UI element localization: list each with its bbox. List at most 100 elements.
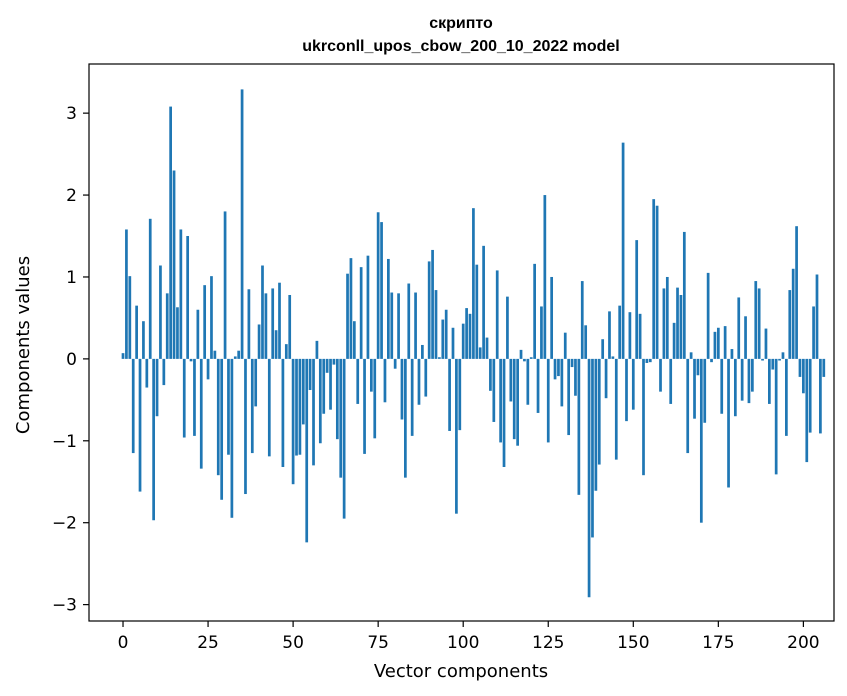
x-tick-label: 25: [197, 633, 219, 653]
bar: [121, 353, 125, 359]
bar: [679, 294, 683, 359]
bar: [710, 358, 713, 363]
bar: [611, 356, 615, 359]
bar: [356, 358, 360, 404]
bar: [628, 312, 632, 359]
bar: [815, 274, 819, 359]
bar: [761, 358, 764, 361]
bar: [193, 358, 196, 436]
bar: [781, 352, 785, 359]
bar: [512, 358, 516, 440]
bar: [509, 358, 513, 402]
bar: [250, 358, 254, 454]
bar: [461, 323, 465, 359]
bar: [574, 358, 577, 396]
bar: [567, 358, 571, 436]
bar: [169, 106, 172, 359]
bar: [380, 222, 383, 359]
bar: [421, 344, 424, 359]
x-tick-label: 125: [532, 633, 564, 653]
bar: [274, 330, 278, 359]
bar: [142, 321, 145, 359]
bar: [733, 358, 737, 417]
bar: [557, 358, 560, 377]
bar: [342, 358, 346, 519]
bar: [227, 358, 230, 455]
bar: [696, 358, 700, 376]
y-axis-label: Components values: [13, 256, 34, 434]
bar: [346, 273, 349, 359]
bar: [560, 358, 564, 407]
bar: [740, 358, 744, 401]
bar: [305, 358, 309, 543]
bar: [414, 292, 417, 359]
bar: [383, 358, 387, 403]
bar: [138, 358, 142, 492]
bar: [805, 358, 809, 463]
bar: [485, 337, 489, 359]
x-tick-label: 50: [282, 633, 304, 653]
bar: [604, 358, 608, 399]
bar: [352, 321, 356, 359]
bar: [546, 358, 550, 443]
bar: [802, 358, 805, 394]
bar: [359, 267, 363, 359]
bar: [472, 208, 475, 359]
chart-title-line-1: скрипто: [429, 15, 493, 32]
bar: [757, 288, 761, 359]
bar: [785, 358, 788, 436]
bar: [795, 226, 798, 359]
bar: [369, 358, 373, 392]
bar: [148, 218, 152, 359]
bar: [254, 358, 258, 407]
bar: [621, 142, 625, 359]
bar: [404, 358, 407, 478]
bar: [682, 231, 686, 359]
bar: [625, 358, 628, 422]
y-tick-label: −2: [52, 514, 77, 534]
bar: [417, 358, 421, 405]
bar: [492, 358, 496, 422]
bar: [482, 245, 485, 359]
bar: [699, 358, 703, 523]
x-tick-label: 150: [617, 633, 649, 653]
bar: [523, 358, 526, 362]
bar: [441, 319, 445, 359]
bar: [536, 358, 540, 413]
bar: [128, 276, 132, 359]
bar: [458, 358, 462, 431]
bar: [397, 293, 400, 359]
bar: [591, 358, 594, 538]
bar: [648, 358, 652, 363]
bar: [325, 358, 329, 373]
bar: [475, 264, 479, 359]
bar: [676, 287, 679, 359]
bar: [812, 306, 815, 359]
bar: [244, 358, 247, 495]
bar: [665, 276, 669, 359]
bar: [693, 358, 696, 419]
bar: [618, 305, 622, 359]
bar: [335, 358, 339, 440]
bar: [580, 281, 584, 359]
bar: [233, 356, 237, 359]
bar: [686, 358, 690, 454]
bar: [206, 358, 210, 380]
bar: [295, 358, 298, 456]
chart-title-line-2: ukrconll_upos_cbow_200_10_2022 model: [302, 38, 619, 55]
bar: [764, 328, 768, 359]
y-tick-label: 1: [66, 268, 77, 288]
bar: [720, 358, 724, 414]
bar: [631, 358, 635, 410]
bar: [264, 293, 268, 359]
bar: [332, 358, 336, 365]
bar: [706, 272, 710, 359]
bar: [247, 289, 251, 359]
bar: [424, 358, 428, 397]
bar: [165, 293, 169, 359]
x-tick-label: 175: [702, 633, 734, 653]
bar: [376, 212, 380, 359]
bar: [655, 205, 659, 359]
bar: [155, 358, 159, 417]
bar: [563, 332, 567, 359]
